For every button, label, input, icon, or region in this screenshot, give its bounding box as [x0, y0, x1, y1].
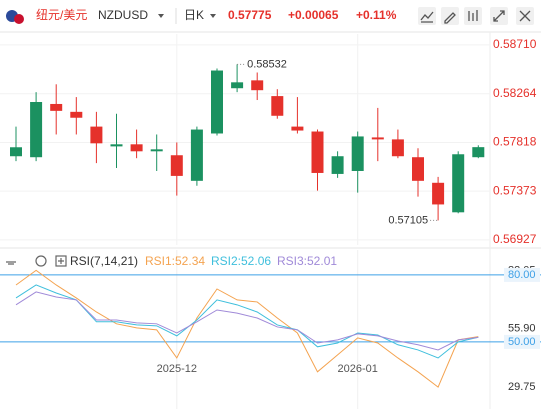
legend-entry: RSI1:52.34	[145, 254, 205, 268]
period[interactable]: 日K	[184, 8, 204, 22]
candle-body	[331, 156, 344, 174]
x-tick-label: 2026-01	[338, 363, 378, 375]
y-tick-label: 0.57818	[493, 135, 537, 149]
candle-body	[190, 129, 203, 181]
reference-label: 50.00	[508, 336, 536, 348]
candle-body	[351, 136, 364, 171]
tool-icon	[444, 12, 456, 24]
tool-icon	[493, 10, 505, 22]
symbol: NZDUSD	[98, 8, 148, 22]
dropdown-icon[interactable]	[158, 14, 164, 18]
tool-icon	[468, 10, 478, 21]
price: 0.57775	[228, 8, 272, 22]
candle-body	[391, 139, 404, 157]
toolbar	[418, 7, 534, 25]
x-tick-label: 2025-12	[157, 363, 197, 375]
candle-body	[211, 70, 223, 134]
candle-body	[170, 155, 183, 176]
pair-name: 纽元/美元	[36, 8, 87, 22]
tool-icon	[420, 11, 434, 23]
tool-button[interactable]	[418, 7, 436, 25]
rsi-toolbar	[6, 255, 67, 267]
candle-body	[291, 126, 304, 131]
candle-body	[432, 182, 445, 205]
candle-body	[70, 111, 83, 118]
y-tick-label: 55.90	[508, 323, 536, 335]
change-percent: +0.11%	[356, 8, 397, 22]
dropdown-icon[interactable]	[210, 14, 216, 18]
candle-body	[311, 131, 324, 173]
candle-body	[30, 102, 43, 158]
low-label: 0.57105	[388, 214, 428, 226]
candle-body	[90, 126, 103, 144]
candle-body	[231, 82, 244, 89]
candle-body	[271, 96, 284, 116]
y-tick-label: 0.58710	[493, 37, 537, 51]
candle-body	[412, 157, 424, 181]
reference-label: 80.00	[508, 269, 536, 281]
tool-icon	[519, 10, 531, 22]
candle-body	[371, 137, 384, 140]
candle-body	[452, 154, 465, 213]
y-tick-label: 0.56927	[493, 232, 537, 246]
rsi-icon[interactable]	[6, 261, 16, 265]
candle-body	[10, 147, 22, 157]
y-tick-label: 29.75	[508, 381, 536, 393]
rsi-line	[15, 284, 479, 359]
reference-label-box	[504, 334, 540, 349]
change: +0.00065	[288, 8, 339, 22]
reference-label-box	[504, 267, 540, 282]
expand-icon	[58, 258, 64, 264]
y-tick-label: 0.57373	[493, 183, 537, 197]
candle-body	[50, 103, 63, 111]
candle-body	[150, 149, 163, 152]
settings-icon[interactable]	[35, 255, 47, 267]
indicator-title: RSI(7,14,21)	[70, 254, 138, 268]
rsi-line	[15, 269, 479, 388]
y-tick-label: 0.58264	[493, 86, 537, 100]
legend-entry: RSI3:52.01	[277, 254, 337, 268]
rsi-line	[15, 291, 479, 351]
flag-icon	[14, 14, 24, 24]
expand-icon[interactable]	[55, 255, 67, 267]
candle-body	[251, 80, 264, 91]
legend-entry: RSI2:52.06	[211, 254, 271, 268]
candle-body	[130, 144, 143, 152]
high-label: 0.58532	[247, 58, 287, 70]
candle-body	[110, 144, 123, 147]
candle-body	[472, 147, 485, 158]
